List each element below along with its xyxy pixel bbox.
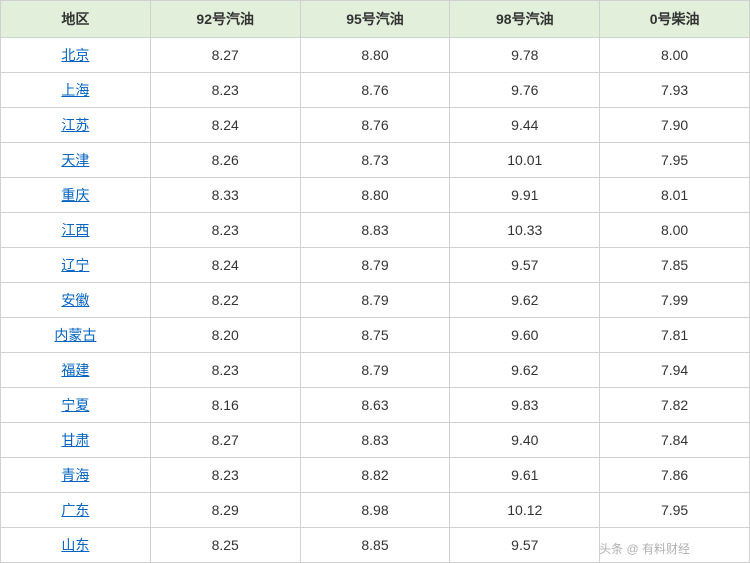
region-cell[interactable]: 辽宁 bbox=[1, 248, 151, 283]
table-row: 广东8.298.9810.127.95 bbox=[1, 493, 750, 528]
col-diesel: 0号柴油 bbox=[600, 1, 750, 38]
price-cell: 8.00 bbox=[600, 213, 750, 248]
price-cell: 8.00 bbox=[600, 38, 750, 73]
region-cell[interactable]: 江西 bbox=[1, 213, 151, 248]
price-cell: 8.24 bbox=[150, 248, 300, 283]
price-cell: 7.94 bbox=[600, 353, 750, 388]
price-cell: 7.81 bbox=[600, 318, 750, 353]
region-cell[interactable]: 福建 bbox=[1, 353, 151, 388]
col-region: 地区 bbox=[1, 1, 151, 38]
table-row: 天津8.268.7310.017.95 bbox=[1, 143, 750, 178]
price-cell: 8.27 bbox=[150, 423, 300, 458]
price-cell: 7.82 bbox=[600, 388, 750, 423]
price-cell: 9.91 bbox=[450, 178, 600, 213]
price-cell: 8.23 bbox=[150, 353, 300, 388]
price-cell: 9.60 bbox=[450, 318, 600, 353]
col-92: 92号汽油 bbox=[150, 1, 300, 38]
price-cell: 8.79 bbox=[300, 283, 450, 318]
price-cell: 8.22 bbox=[150, 283, 300, 318]
table-row: 重庆8.338.809.918.01 bbox=[1, 178, 750, 213]
price-cell: 8.79 bbox=[300, 248, 450, 283]
price-cell: 8.29 bbox=[150, 493, 300, 528]
price-cell: 8.27 bbox=[150, 38, 300, 73]
region-cell[interactable]: 宁夏 bbox=[1, 388, 151, 423]
price-cell: 8.23 bbox=[150, 458, 300, 493]
table-row: 青海8.238.829.617.86 bbox=[1, 458, 750, 493]
price-cell: 10.12 bbox=[450, 493, 600, 528]
price-cell: 10.33 bbox=[450, 213, 600, 248]
price-cell: 8.20 bbox=[150, 318, 300, 353]
price-cell: 7.90 bbox=[600, 108, 750, 143]
price-cell: 7.85 bbox=[600, 248, 750, 283]
price-cell: 8.26 bbox=[150, 143, 300, 178]
region-cell[interactable]: 安徽 bbox=[1, 283, 151, 318]
col-98: 98号汽油 bbox=[450, 1, 600, 38]
price-cell: 9.44 bbox=[450, 108, 600, 143]
price-cell: 9.57 bbox=[450, 248, 600, 283]
price-cell: 8.33 bbox=[150, 178, 300, 213]
col-95: 95号汽油 bbox=[300, 1, 450, 38]
price-cell: 9.78 bbox=[450, 38, 600, 73]
price-cell bbox=[600, 528, 750, 563]
price-cell: 7.93 bbox=[600, 73, 750, 108]
price-cell: 8.83 bbox=[300, 423, 450, 458]
region-cell[interactable]: 青海 bbox=[1, 458, 151, 493]
table-row: 甘肃8.278.839.407.84 bbox=[1, 423, 750, 458]
price-cell: 8.80 bbox=[300, 38, 450, 73]
price-cell: 8.63 bbox=[300, 388, 450, 423]
table-row: 山东8.258.859.57 bbox=[1, 528, 750, 563]
region-cell[interactable]: 甘肃 bbox=[1, 423, 151, 458]
price-cell: 10.01 bbox=[450, 143, 600, 178]
table-row: 辽宁8.248.799.577.85 bbox=[1, 248, 750, 283]
price-cell: 8.80 bbox=[300, 178, 450, 213]
region-cell[interactable]: 江苏 bbox=[1, 108, 151, 143]
table-row: 江西8.238.8310.338.00 bbox=[1, 213, 750, 248]
region-cell[interactable]: 天津 bbox=[1, 143, 151, 178]
price-cell: 9.62 bbox=[450, 353, 600, 388]
table-row: 内蒙古8.208.759.607.81 bbox=[1, 318, 750, 353]
region-cell[interactable]: 广东 bbox=[1, 493, 151, 528]
price-cell: 9.62 bbox=[450, 283, 600, 318]
table-row: 北京8.278.809.788.00 bbox=[1, 38, 750, 73]
price-cell: 8.83 bbox=[300, 213, 450, 248]
table-row: 上海8.238.769.767.93 bbox=[1, 73, 750, 108]
table-body: 北京8.278.809.788.00上海8.238.769.767.93江苏8.… bbox=[1, 38, 750, 563]
region-cell[interactable]: 上海 bbox=[1, 73, 151, 108]
region-cell[interactable]: 山东 bbox=[1, 528, 151, 563]
price-cell: 8.73 bbox=[300, 143, 450, 178]
fuel-price-table: 地区 92号汽油 95号汽油 98号汽油 0号柴油 北京8.278.809.78… bbox=[0, 0, 750, 563]
price-cell: 8.85 bbox=[300, 528, 450, 563]
table-row: 福建8.238.799.627.94 bbox=[1, 353, 750, 388]
price-cell: 9.83 bbox=[450, 388, 600, 423]
price-cell: 8.76 bbox=[300, 108, 450, 143]
table-header-row: 地区 92号汽油 95号汽油 98号汽油 0号柴油 bbox=[1, 1, 750, 38]
table-row: 安徽8.228.799.627.99 bbox=[1, 283, 750, 318]
price-cell: 8.79 bbox=[300, 353, 450, 388]
price-cell: 7.95 bbox=[600, 143, 750, 178]
price-cell: 9.76 bbox=[450, 73, 600, 108]
price-cell: 9.57 bbox=[450, 528, 600, 563]
price-cell: 7.99 bbox=[600, 283, 750, 318]
price-cell: 7.84 bbox=[600, 423, 750, 458]
price-cell: 8.98 bbox=[300, 493, 450, 528]
table-row: 宁夏8.168.639.837.82 bbox=[1, 388, 750, 423]
price-cell: 7.95 bbox=[600, 493, 750, 528]
region-cell[interactable]: 内蒙古 bbox=[1, 318, 151, 353]
region-cell[interactable]: 北京 bbox=[1, 38, 151, 73]
price-cell: 8.25 bbox=[150, 528, 300, 563]
region-cell[interactable]: 重庆 bbox=[1, 178, 151, 213]
price-cell: 8.16 bbox=[150, 388, 300, 423]
price-cell: 9.61 bbox=[450, 458, 600, 493]
price-cell: 8.82 bbox=[300, 458, 450, 493]
price-cell: 8.76 bbox=[300, 73, 450, 108]
price-cell: 9.40 bbox=[450, 423, 600, 458]
table-row: 江苏8.248.769.447.90 bbox=[1, 108, 750, 143]
price-cell: 8.23 bbox=[150, 73, 300, 108]
price-cell: 8.23 bbox=[150, 213, 300, 248]
price-cell: 8.01 bbox=[600, 178, 750, 213]
price-cell: 8.24 bbox=[150, 108, 300, 143]
price-cell: 8.75 bbox=[300, 318, 450, 353]
price-cell: 7.86 bbox=[600, 458, 750, 493]
